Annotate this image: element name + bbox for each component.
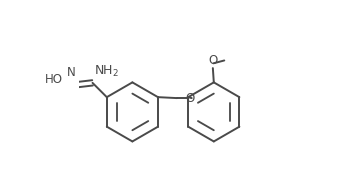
Text: O: O — [208, 54, 218, 67]
Text: O: O — [186, 92, 195, 105]
Text: NH$_2$: NH$_2$ — [94, 64, 119, 79]
Text: N: N — [66, 66, 75, 79]
Text: HO: HO — [44, 73, 62, 86]
